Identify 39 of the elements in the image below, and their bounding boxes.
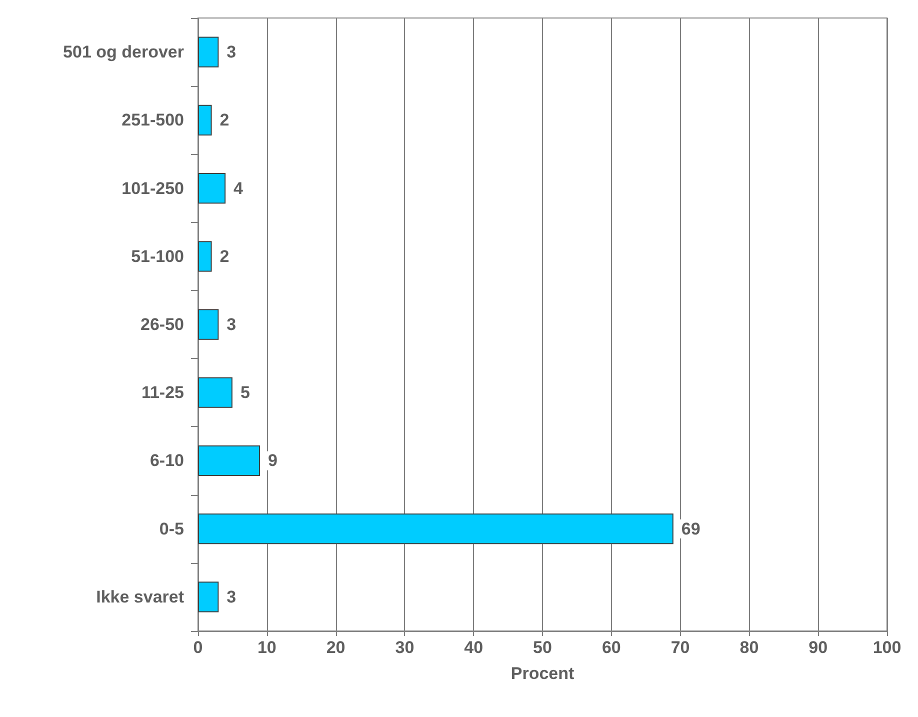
y-tick-label: 101-250: [122, 178, 184, 198]
y-tick-label: Ikke svaret: [96, 587, 184, 606]
data-label: 3: [226, 587, 236, 606]
data-label: 2: [220, 110, 230, 130]
x-tick-label: 100: [872, 638, 902, 657]
bar: [198, 445, 260, 476]
data-label: 5: [240, 383, 250, 402]
y-tick-label: 6-10: [150, 451, 184, 470]
data-label: 2: [220, 246, 230, 266]
bar: [198, 241, 212, 272]
bar: [198, 514, 674, 544]
data-label: 3: [226, 315, 236, 334]
y-tick-label: 11-25: [141, 383, 184, 402]
y-tick-label: 0-5: [159, 519, 184, 538]
x-tick-label: 50: [533, 638, 552, 657]
x-tick-label: 90: [808, 638, 828, 657]
x-tick-label: 60: [602, 638, 621, 657]
x-tick-label: 10: [257, 638, 276, 657]
bar: [198, 172, 226, 204]
bar: [198, 377, 232, 408]
data-label: 69: [681, 519, 700, 538]
data-label: 9: [268, 451, 278, 470]
y-tick-label: 501 og derover: [63, 42, 184, 62]
y-tick-label: 51-100: [131, 246, 184, 266]
x-tick-label: 70: [670, 638, 690, 657]
y-tick-label: 26-50: [140, 315, 184, 334]
x-tick-label: 80: [740, 638, 759, 657]
bar: [198, 36, 219, 68]
x-tick-label: 20: [326, 638, 346, 657]
y-tick-label: 251-500: [122, 110, 184, 130]
bar: [198, 104, 212, 136]
bar: [198, 309, 219, 340]
x-tick-label: 30: [395, 638, 414, 657]
data-label: 4: [234, 178, 244, 198]
data-label: 3: [226, 42, 236, 62]
x-tick-label: 40: [464, 638, 484, 657]
bar: [198, 582, 219, 612]
x-tick-label: 0: [193, 638, 203, 657]
x-axis-title: Procent: [510, 664, 574, 683]
